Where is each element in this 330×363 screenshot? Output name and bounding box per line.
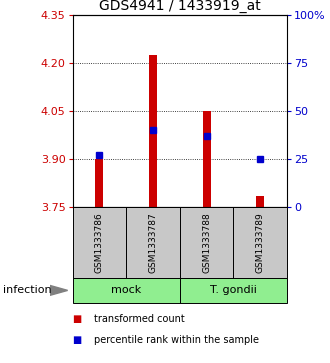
Text: ■: ■	[73, 314, 82, 325]
Text: GSM1333787: GSM1333787	[148, 212, 157, 273]
Text: mock: mock	[111, 285, 141, 295]
Bar	[126, 207, 180, 278]
Bar	[73, 278, 180, 303]
Bar	[180, 278, 287, 303]
Bar	[234, 207, 287, 278]
Polygon shape	[50, 285, 68, 295]
Text: GSM1333789: GSM1333789	[256, 212, 265, 273]
Text: GSM1333788: GSM1333788	[202, 212, 211, 273]
Bar	[180, 207, 234, 278]
Text: transformed count: transformed count	[94, 314, 185, 325]
Bar	[256, 196, 264, 207]
Bar	[203, 111, 211, 207]
Title: GDS4941 / 1433919_at: GDS4941 / 1433919_at	[99, 0, 261, 13]
Text: GSM1333786: GSM1333786	[95, 212, 104, 273]
Text: ■: ■	[73, 335, 82, 346]
Text: infection: infection	[3, 285, 52, 295]
Bar	[95, 159, 103, 207]
Text: percentile rank within the sample: percentile rank within the sample	[94, 335, 259, 346]
Bar	[149, 54, 157, 207]
Bar	[73, 207, 126, 278]
Text: T. gondii: T. gondii	[210, 285, 257, 295]
